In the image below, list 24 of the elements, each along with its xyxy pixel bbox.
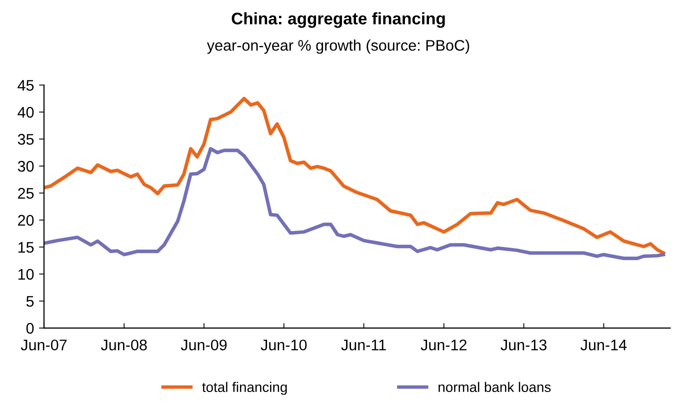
chart-title: China: aggregate financing <box>232 12 445 28</box>
x-tick-label: Jun-12 <box>420 340 466 350</box>
y-tick-label: 0 <box>26 322 34 334</box>
y-tick-label: 40 <box>18 106 34 118</box>
y-tick-label: 15 <box>18 242 34 253</box>
y-tick-label: 10 <box>18 268 34 280</box>
legend-label: normal bank loans <box>438 382 551 392</box>
x-tick-label: Jun-14 <box>580 340 627 350</box>
x-tick-label: Jun-09 <box>180 340 227 350</box>
line-series <box>44 147 666 260</box>
x-tick-label: Jun-10 <box>260 340 307 350</box>
line-series <box>44 96 666 255</box>
y-tick-label: 35 <box>18 134 34 145</box>
y-tick-label: 30 <box>18 160 34 172</box>
y-tick-label: 45 <box>18 80 34 91</box>
x-tick-label: Jun-11 <box>341 340 386 350</box>
y-tick-label: 20 <box>18 214 34 226</box>
x-tick-label: Jun-07 <box>20 340 67 350</box>
y-tick-label: 5 <box>26 296 34 307</box>
chart-subtitle: year-on-year % growth (source: PBoC) <box>206 40 470 54</box>
x-tick-label: Jun-08 <box>101 340 147 350</box>
x-tick-label: Jun-13 <box>500 340 546 350</box>
legend-label: total financing <box>202 382 287 395</box>
y-tick-label: 25 <box>18 188 34 199</box>
